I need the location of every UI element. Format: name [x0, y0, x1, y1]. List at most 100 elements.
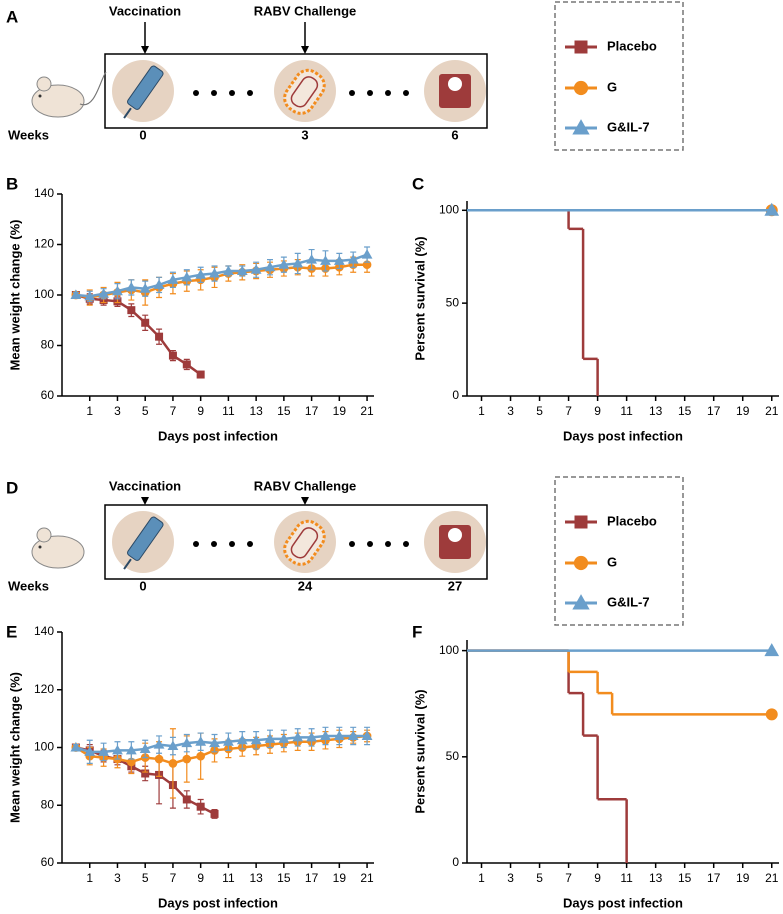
marker: [168, 759, 178, 768]
marker: [764, 643, 780, 657]
week-number: 3: [301, 127, 308, 142]
marker: [222, 265, 234, 276]
x-tick-label: 21: [360, 871, 374, 885]
legend-label: G: [607, 554, 617, 569]
marker: [209, 737, 220, 748]
marker: [125, 281, 137, 292]
marker: [141, 318, 150, 327]
marker: [320, 730, 331, 740]
legend-marker: [573, 555, 589, 571]
week-number: 6: [451, 127, 458, 142]
dot: [367, 90, 373, 96]
marker: [764, 202, 780, 216]
marker: [154, 754, 164, 764]
panel-letter: B: [6, 174, 18, 193]
x-tick-label: 3: [114, 404, 121, 418]
y-tick-label: 120: [34, 682, 54, 696]
mouse-ear: [36, 76, 52, 92]
virus-core: [290, 527, 319, 559]
arrow-head: [301, 497, 309, 505]
virus-icon: [283, 519, 326, 566]
x-tick-label: 15: [277, 404, 291, 418]
x-tick-label: 5: [142, 404, 149, 418]
event-label: Vaccination: [109, 3, 181, 18]
dot: [211, 90, 217, 96]
x-axis-label: Days post infection: [158, 428, 278, 443]
marker: [167, 274, 179, 284]
marker: [153, 279, 165, 289]
event-label: RABV Challenge: [254, 3, 357, 18]
legend-marker: [572, 594, 590, 610]
dot: [247, 90, 253, 96]
x-tick-label: 11: [620, 871, 633, 885]
y-tick-label: 100: [34, 740, 54, 754]
x-tick-label: 13: [249, 871, 263, 885]
marker: [306, 254, 318, 264]
x-tick-label: 1: [478, 404, 485, 418]
x-tick-label: 7: [170, 871, 177, 885]
series-line: [75, 734, 368, 765]
x-axis-label: Days post infection: [158, 895, 278, 910]
x-tick-label: 21: [765, 404, 779, 418]
mouse-body: [31, 84, 85, 118]
x-tick-label: 5: [536, 871, 543, 885]
event-label: RABV Challenge: [254, 478, 357, 493]
marker: [236, 265, 248, 276]
x-tick-label: 19: [736, 871, 750, 885]
x-tick-label: 7: [565, 404, 572, 418]
marker: [347, 254, 359, 264]
mouse-eye: [38, 545, 42, 549]
panel-letter: F: [412, 622, 422, 641]
marker: [98, 746, 110, 756]
y-tick-label: 60: [41, 855, 55, 869]
marker: [333, 730, 345, 740]
marker: [182, 360, 191, 369]
arrow-head: [301, 46, 309, 54]
legend-marker: [574, 515, 588, 529]
arrow-head: [141, 497, 149, 505]
y-tick-label: 50: [446, 749, 460, 763]
marker: [181, 737, 193, 748]
marker: [196, 802, 205, 811]
syringe-icon: [127, 65, 164, 110]
weeks-label: Weeks: [8, 127, 49, 142]
x-tick-label: 19: [333, 404, 347, 418]
y-tick-label: 100: [439, 643, 459, 657]
x-tick-label: 5: [536, 404, 543, 418]
marker: [361, 249, 373, 259]
x-tick-label: 15: [678, 871, 692, 885]
mouse-tail: [79, 71, 107, 106]
y-axis-label: Mean weight change (%): [7, 220, 22, 371]
x-axis-label: Days post infection: [563, 428, 683, 443]
x-tick-label: 19: [333, 871, 347, 885]
x-tick-label: 13: [649, 404, 663, 418]
x-tick-label: 17: [305, 871, 319, 885]
dot: [385, 90, 391, 96]
marker: [127, 306, 136, 315]
mouse-body: [31, 535, 85, 569]
syringe-icon: [127, 516, 164, 561]
y-axis-label: Persent survival (%): [412, 689, 427, 813]
y-tick-label: 100: [34, 287, 54, 301]
x-tick-label: 11: [620, 404, 633, 418]
x-tick-label: 15: [277, 871, 291, 885]
marker: [209, 267, 220, 278]
legend-marker: [573, 80, 589, 96]
dot: [367, 541, 373, 547]
x-tick-label: 5: [142, 871, 149, 885]
marker: [195, 736, 207, 746]
marker: [139, 283, 151, 293]
timeline-box: [104, 53, 488, 129]
marker: [278, 259, 290, 269]
week-number: 0: [139, 127, 146, 142]
x-tick-label: 3: [507, 404, 514, 418]
x-axis-label: Days post infection: [563, 895, 683, 910]
week-number: 0: [139, 578, 146, 593]
x-tick-label: 9: [594, 871, 601, 885]
legend-label: Placebo: [607, 513, 657, 528]
marker: [112, 285, 123, 296]
marker: [155, 332, 164, 341]
dot: [403, 90, 409, 96]
dot: [385, 541, 391, 547]
x-tick-label: 1: [478, 871, 485, 885]
